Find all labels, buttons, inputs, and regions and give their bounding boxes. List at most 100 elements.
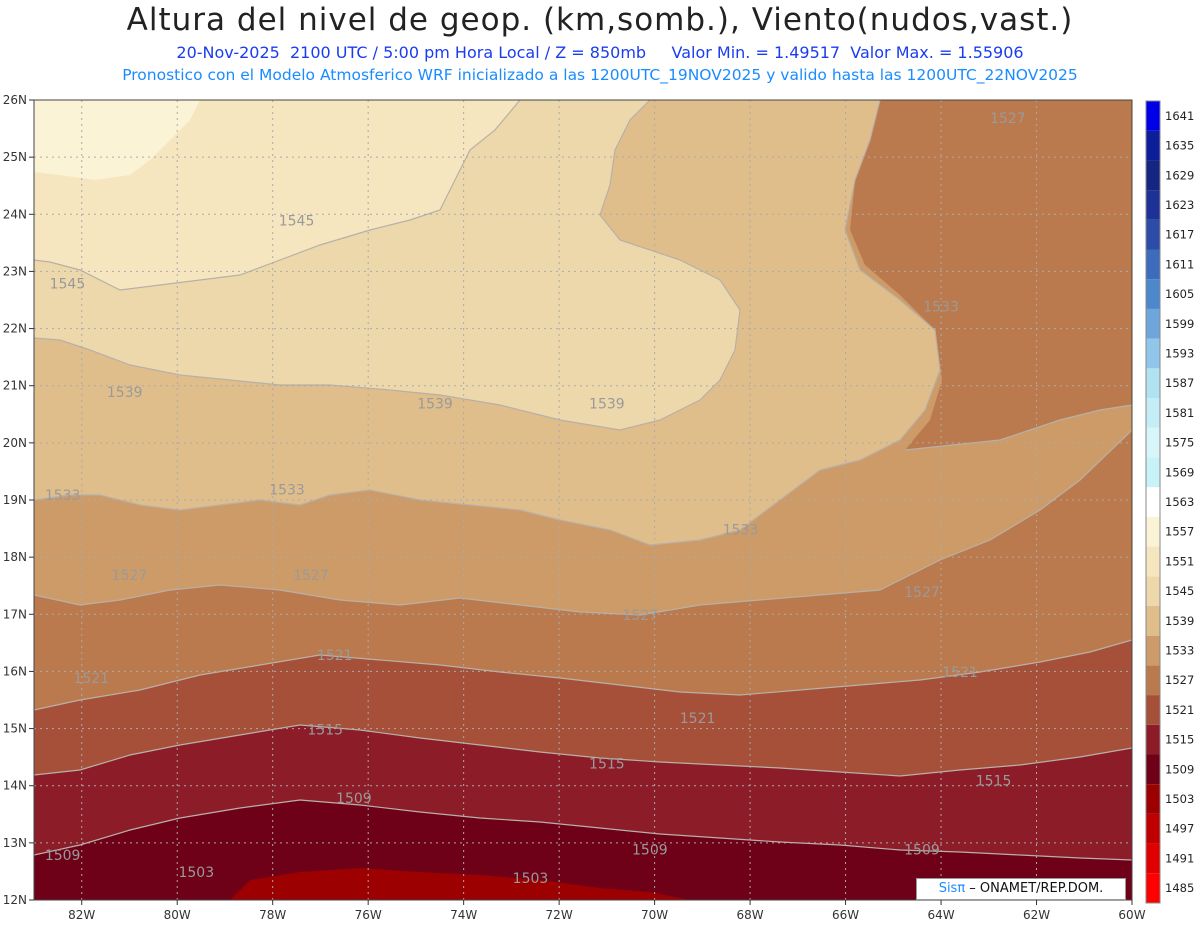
y-tick-label: 21N <box>3 379 27 393</box>
x-tick-label: 80W <box>164 908 191 922</box>
colorbar-label: 1605 <box>1165 287 1194 301</box>
map-title: Altura del nivel de geop. (km,somb.), Vi… <box>126 2 1074 38</box>
contour-label: 1509 <box>904 842 940 858</box>
colorbar-swatch <box>1146 516 1160 547</box>
colorbar-swatch <box>1146 101 1160 131</box>
x-tick-label: 70W <box>641 908 668 922</box>
colorbar-label: 1563 <box>1165 495 1194 509</box>
colorbar-label: 1629 <box>1165 168 1194 182</box>
y-tick-label: 23N <box>3 264 27 278</box>
colorbar-swatch <box>1146 635 1160 666</box>
colorbar-label: 1545 <box>1165 584 1194 598</box>
colorbar-swatch <box>1146 308 1160 339</box>
colorbar-frame <box>1145 100 1161 904</box>
colorbar-swatch <box>1146 368 1160 399</box>
contour-label: 1533 <box>269 482 305 498</box>
y-tick-label: 16N <box>3 664 27 678</box>
colorbar-label: 1587 <box>1165 376 1194 390</box>
colorbar-label: 1491 <box>1165 851 1194 865</box>
colorbar-swatch <box>1146 605 1160 636</box>
contour-label: 1527 <box>990 111 1026 127</box>
credit-text: – ONAMET/REP.DOM. <box>965 881 1104 896</box>
contour-label: 1521 <box>942 665 978 681</box>
height-field: 1545 1545 1527 1539 1539 1533 1539 1533 1533 1533… <box>34 100 1132 900</box>
colorbar-swatch <box>1146 219 1160 250</box>
colorbar-swatch <box>1146 338 1160 369</box>
contour-label: 1545 <box>279 214 315 230</box>
colorbar-label: 1617 <box>1165 228 1194 242</box>
contour-label: 1539 <box>589 397 625 413</box>
colorbar-swatch <box>1146 487 1160 517</box>
colorbar-swatch <box>1146 813 1160 844</box>
x-tick-label: 74W <box>450 908 477 922</box>
colorbar-label: 1635 <box>1165 139 1194 153</box>
y-tick-label: 19N <box>3 493 27 507</box>
colorbar-swatch <box>1146 695 1160 725</box>
colorbar-label: 1593 <box>1165 346 1194 360</box>
contour-label: 1539 <box>417 397 453 413</box>
contour-label: 1509 <box>45 848 81 864</box>
colorbar-label: 1503 <box>1165 792 1194 806</box>
x-tick-label: 72W <box>546 908 573 922</box>
contour-label: 1527 <box>293 568 329 584</box>
colorbar-swatch <box>1146 427 1160 458</box>
colorbar-label: 1569 <box>1165 465 1194 479</box>
contour-label: 1533 <box>45 488 81 504</box>
y-tick-label: 17N <box>3 607 27 621</box>
contour-label: 1527 <box>622 608 658 624</box>
colorbar-label: 1527 <box>1165 673 1194 687</box>
y-tick-label: 20N <box>3 436 27 450</box>
map-subtitle-time: 20-Nov-2025 2100 UTC / 5:00 pm Hora Loca… <box>176 43 1024 62</box>
colorbar-label: 1515 <box>1165 733 1194 747</box>
x-tick-label: 78W <box>259 908 286 922</box>
colorbar-swatch <box>1146 784 1160 814</box>
colorbar-swatch <box>1146 754 1160 785</box>
latitude-ticks: 12N 13N 14N 15N 16N 17N 18N 19N 20N 21N 22N 23N 24N 2… <box>3 93 34 907</box>
contour-label: 1515 <box>976 774 1012 790</box>
colorbar-label: 1641 <box>1165 109 1194 123</box>
colorbar-swatch <box>1146 279 1160 309</box>
x-tick-label: 82W <box>68 908 95 922</box>
colorbar-label: 1599 <box>1165 317 1194 331</box>
colorbar-swatch <box>1146 190 1160 220</box>
x-tick-label: 62W <box>1023 908 1050 922</box>
graticule <box>34 100 1132 900</box>
colorbar-swatch <box>1146 665 1160 696</box>
contour-label: 1539 <box>107 385 143 401</box>
colorbar-swatch <box>1146 249 1160 280</box>
colorbar: 1485 1491 1497 1503 1509 1515 1521 1527 1533 1539… <box>1145 100 1194 904</box>
y-tick-label: 22N <box>3 322 27 336</box>
band-1503 <box>230 868 690 900</box>
contour-label: 1521 <box>680 711 716 727</box>
contour-label: 1503 <box>178 865 214 881</box>
sispi-logo: Sisπ <box>938 881 966 896</box>
colorbar-label: 1611 <box>1165 257 1194 271</box>
contour-label: 1527 <box>112 568 148 584</box>
contour-label: 1533 <box>923 299 959 315</box>
y-tick-label: 24N <box>3 207 27 221</box>
contour-lines <box>34 100 1132 861</box>
contour-label: 1509 <box>632 842 668 858</box>
colorbar-swatch <box>1146 724 1160 755</box>
contour-label: 1521 <box>73 671 109 687</box>
colorbar-label: 1581 <box>1165 406 1194 420</box>
y-tick-label: 13N <box>3 836 27 850</box>
y-tick-label: 12N <box>3 893 27 907</box>
colorbar-label: 1497 <box>1165 822 1194 836</box>
colorbar-swatch <box>1146 160 1160 191</box>
y-tick-label: 14N <box>3 779 27 793</box>
colorbar-swatch <box>1146 873 1160 903</box>
y-tick-label: 25N <box>3 150 27 164</box>
colorbar-label: 1509 <box>1165 762 1194 776</box>
colorbar-swatch <box>1146 130 1160 161</box>
colorbar-label: 1521 <box>1165 703 1194 717</box>
contour-label: 1515 <box>589 757 625 773</box>
x-tick-label: 64W <box>927 908 954 922</box>
x-tick-label: 76W <box>355 908 382 922</box>
colorbar-swatch <box>1146 576 1160 606</box>
colorbar-swatch <box>1146 457 1160 488</box>
contour-label: 1545 <box>50 277 86 293</box>
contour-label: 1521 <box>317 648 353 664</box>
band-1527-east <box>850 100 1132 450</box>
